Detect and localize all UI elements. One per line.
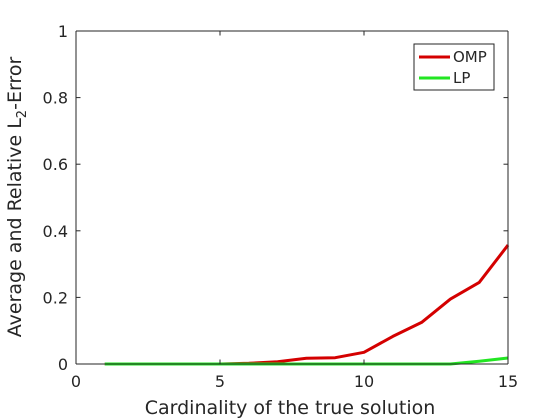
x-tick-label: 10 — [354, 372, 374, 391]
y-axis-label: Average and Relative L2-Error — [4, 57, 30, 338]
y-tick-label: 0.8 — [43, 89, 68, 108]
legend-label-omp: OMP — [453, 48, 487, 66]
x-axis-label: Cardinality of the true solution — [145, 397, 436, 419]
legend: OMP LP — [413, 43, 495, 91]
y-tick-label: 1 — [58, 22, 68, 41]
y-tick-label: 0.4 — [43, 222, 68, 241]
legend-box — [413, 43, 495, 91]
y-tick-label: 0.6 — [43, 155, 68, 174]
axes-layer — [75, 30, 509, 365]
y-tick-label: 0 — [58, 355, 68, 374]
ticks-layer: 0 5 10 15 0 0.2 0.4 0.6 0.8 1 — [43, 22, 519, 391]
x-tick-label: 15 — [498, 372, 518, 391]
y-tick-label: 0.2 — [43, 288, 68, 307]
x-tick-label: 5 — [215, 372, 225, 391]
x-tick-label: 0 — [71, 372, 81, 391]
legend-label-lp: LP — [453, 69, 470, 87]
